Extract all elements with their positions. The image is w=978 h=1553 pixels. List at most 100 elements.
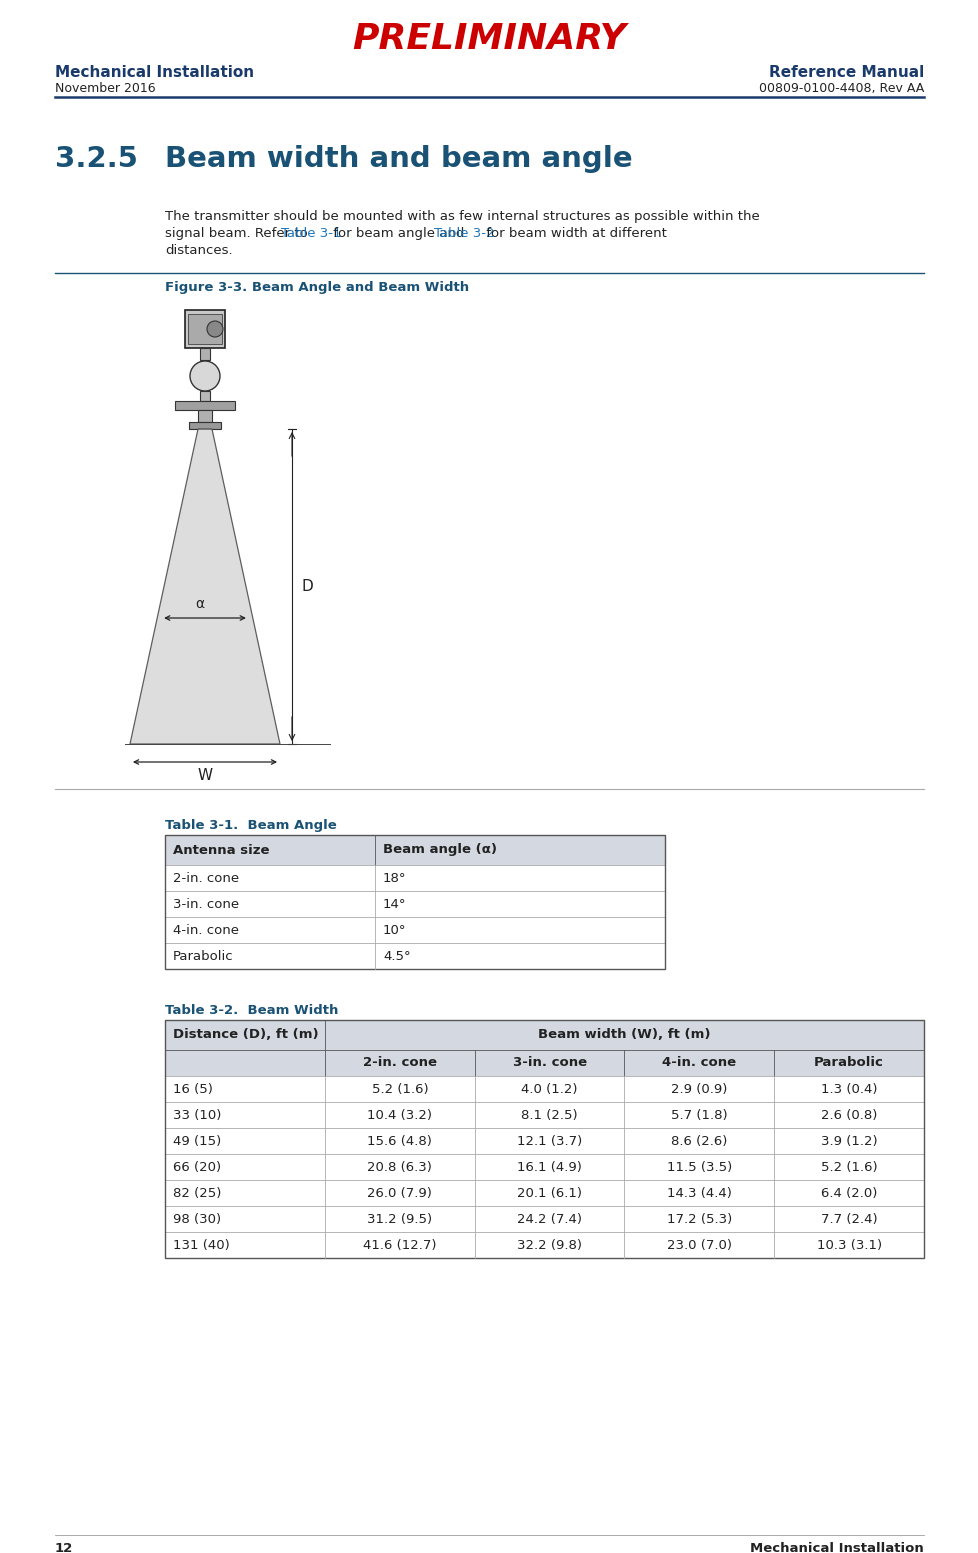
Text: 41.6 (12.7): 41.6 (12.7): [363, 1238, 436, 1252]
Text: Reference Manual: Reference Manual: [768, 65, 923, 81]
Text: 10°: 10°: [382, 924, 406, 936]
Bar: [165, 891, 664, 916]
Bar: [165, 1207, 923, 1232]
Text: Parabolic: Parabolic: [814, 1056, 883, 1070]
Text: 3-in. cone: 3-in. cone: [173, 898, 239, 910]
Text: 66 (20): 66 (20): [173, 1160, 221, 1174]
Text: D: D: [301, 579, 313, 593]
Bar: [200, 391, 210, 401]
Bar: [165, 1050, 923, 1076]
Text: Beam width (W), ft (m): Beam width (W), ft (m): [538, 1028, 710, 1042]
Text: Beam width and beam angle: Beam width and beam angle: [165, 144, 632, 172]
Text: 10.4 (3.2): 10.4 (3.2): [367, 1109, 432, 1121]
Text: 1.3 (0.4): 1.3 (0.4): [820, 1082, 876, 1095]
Bar: [165, 836, 664, 865]
Bar: [165, 1180, 923, 1207]
Bar: [165, 1020, 923, 1050]
Bar: [165, 1180, 923, 1207]
Bar: [189, 422, 221, 429]
Bar: [165, 1103, 923, 1127]
Bar: [165, 1076, 923, 1103]
Text: 5.2 (1.6): 5.2 (1.6): [820, 1160, 876, 1174]
Text: 2.9 (0.9): 2.9 (0.9): [671, 1082, 727, 1095]
Text: 2-in. cone: 2-in. cone: [363, 1056, 436, 1070]
Bar: [175, 401, 235, 410]
Bar: [165, 1076, 923, 1103]
Bar: [165, 836, 664, 865]
Text: Figure 3-3. Beam Angle and Beam Width: Figure 3-3. Beam Angle and Beam Width: [165, 281, 468, 294]
Text: 12: 12: [55, 1542, 73, 1553]
Text: Table 3-1.  Beam Angle: Table 3-1. Beam Angle: [165, 818, 336, 832]
Text: for beam angle and: for beam angle and: [329, 227, 467, 241]
Text: 16.1 (4.9): 16.1 (4.9): [516, 1160, 582, 1174]
Text: 00809-0100-4408, Rev AA: 00809-0100-4408, Rev AA: [758, 82, 923, 95]
Text: W: W: [198, 769, 212, 784]
Text: signal beam. Refer to: signal beam. Refer to: [165, 227, 312, 241]
Text: 33 (10): 33 (10): [173, 1109, 221, 1121]
Text: 8.1 (2.5): 8.1 (2.5): [520, 1109, 577, 1121]
Bar: [188, 314, 222, 345]
Bar: [165, 891, 664, 916]
Circle shape: [206, 321, 223, 337]
Circle shape: [190, 360, 220, 391]
Bar: [165, 865, 664, 891]
Bar: [165, 1050, 923, 1076]
Text: 26.0 (7.9): 26.0 (7.9): [367, 1186, 432, 1199]
Text: 10.3 (3.1): 10.3 (3.1): [816, 1238, 881, 1252]
Text: 4-in. cone: 4-in. cone: [662, 1056, 735, 1070]
Bar: [165, 1154, 923, 1180]
Text: Beam angle (α): Beam angle (α): [382, 843, 497, 857]
Text: 82 (25): 82 (25): [173, 1186, 221, 1199]
Bar: [198, 410, 212, 422]
Text: distances.: distances.: [165, 244, 233, 256]
Bar: [165, 836, 664, 969]
Text: 18°: 18°: [382, 871, 406, 885]
Text: 17.2 (5.3): 17.2 (5.3): [666, 1213, 732, 1225]
Text: November 2016: November 2016: [55, 82, 156, 95]
Bar: [165, 1103, 923, 1127]
Bar: [165, 1127, 923, 1154]
Bar: [165, 916, 664, 943]
Bar: [165, 1154, 923, 1180]
Text: 6.4 (2.0): 6.4 (2.0): [821, 1186, 876, 1199]
Bar: [165, 943, 664, 969]
Bar: [165, 1020, 923, 1258]
Text: Table 3-2.  Beam Width: Table 3-2. Beam Width: [165, 1003, 338, 1017]
Text: 5.7 (1.8): 5.7 (1.8): [670, 1109, 727, 1121]
Bar: [165, 1207, 923, 1232]
Text: 4.5°: 4.5°: [382, 949, 410, 963]
Text: 4.0 (1.2): 4.0 (1.2): [521, 1082, 577, 1095]
Text: 24.2 (7.4): 24.2 (7.4): [516, 1213, 582, 1225]
Text: 11.5 (3.5): 11.5 (3.5): [666, 1160, 732, 1174]
Bar: [165, 865, 664, 891]
Bar: [165, 943, 664, 969]
Text: 20.8 (6.3): 20.8 (6.3): [367, 1160, 432, 1174]
Text: 16 (5): 16 (5): [173, 1082, 212, 1095]
Bar: [165, 1232, 923, 1258]
Bar: [165, 1232, 923, 1258]
Text: 49 (15): 49 (15): [173, 1135, 221, 1148]
Text: 15.6 (4.8): 15.6 (4.8): [367, 1135, 432, 1148]
Text: Mechanical Installation: Mechanical Installation: [55, 65, 254, 81]
Text: Parabolic: Parabolic: [173, 949, 234, 963]
Text: 3-in. cone: 3-in. cone: [512, 1056, 586, 1070]
Text: α: α: [196, 596, 204, 610]
Text: Table 3-2: Table 3-2: [434, 227, 494, 241]
Text: 3.9 (1.2): 3.9 (1.2): [820, 1135, 876, 1148]
Bar: [200, 348, 210, 360]
Text: 4-in. cone: 4-in. cone: [173, 924, 239, 936]
Bar: [165, 1020, 923, 1050]
Text: PRELIMINARY: PRELIMINARY: [352, 22, 626, 56]
Text: 2.6 (0.8): 2.6 (0.8): [821, 1109, 876, 1121]
Text: Mechanical Installation: Mechanical Installation: [749, 1542, 923, 1553]
Bar: [165, 916, 664, 943]
Text: 32.2 (9.8): 32.2 (9.8): [516, 1238, 582, 1252]
Polygon shape: [130, 429, 280, 744]
Text: 98 (30): 98 (30): [173, 1213, 221, 1225]
FancyBboxPatch shape: [185, 311, 225, 348]
Text: 14.3 (4.4): 14.3 (4.4): [666, 1186, 732, 1199]
Text: Antenna size: Antenna size: [173, 843, 269, 857]
Text: 14°: 14°: [382, 898, 406, 910]
Text: 7.7 (2.4): 7.7 (2.4): [820, 1213, 876, 1225]
Text: 12.1 (3.7): 12.1 (3.7): [516, 1135, 582, 1148]
